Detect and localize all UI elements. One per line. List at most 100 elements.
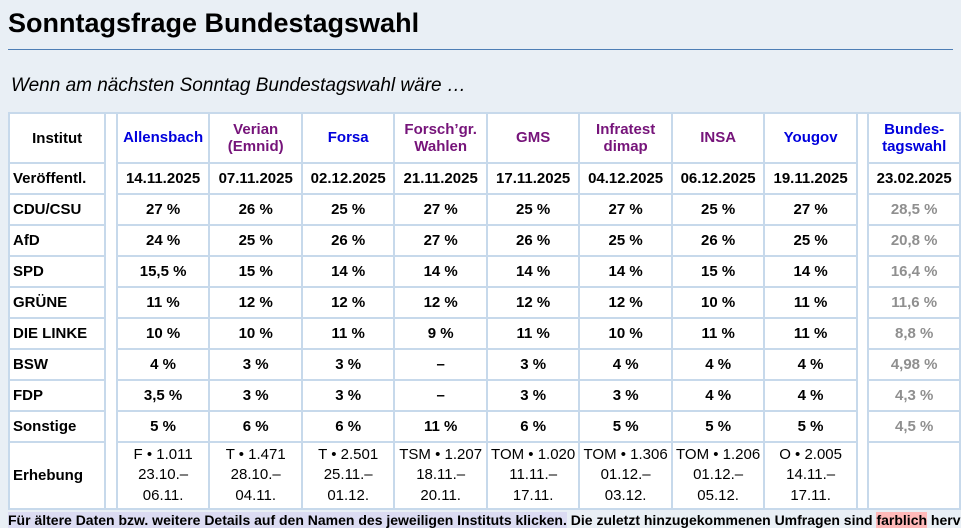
institute-header-gms: GMS — [485, 112, 581, 164]
publication-date: 23.02.2025 — [867, 162, 961, 195]
poll-value: 15,5 % — [115, 255, 211, 288]
poll-value: 15 % — [670, 255, 766, 288]
survey-period: 23.10.–06.11. — [138, 466, 189, 504]
institute-header-fgw: Forsch’gr. Wahlen — [393, 112, 488, 164]
institute-link-gms[interactable]: GMS — [516, 129, 551, 147]
institute-header-allensbach: Allensbach — [115, 112, 211, 164]
poll-value: 11 % — [763, 317, 858, 350]
party-label: GRÜNE — [7, 286, 107, 319]
poll-value: 11 % — [300, 317, 396, 350]
bundestagswahl-link[interactable]: Bundes- tagswahl — [882, 120, 947, 155]
veroeffentl-label: Veröffentl. — [7, 162, 107, 195]
poll-value: 4 % — [763, 348, 858, 381]
poll-value: 25 % — [670, 193, 766, 226]
poll-value: 5 % — [115, 410, 211, 443]
party-label: CDU/CSU — [7, 193, 107, 226]
poll-value: 5 % — [763, 410, 858, 443]
poll-value: 11 % — [485, 317, 581, 350]
poll-value: 3 % — [300, 379, 396, 412]
institut-header: Institut — [7, 112, 107, 164]
poll-table: Institut Allensbach Verian (Emnid) Forsa… — [7, 112, 961, 510]
election-result-value: 4,98 % — [867, 348, 961, 381]
survey-period: 18.11.–20.11. — [416, 466, 466, 504]
poll-value: 27 % — [763, 193, 858, 226]
poll-value: 6 % — [300, 410, 396, 443]
poll-value: 14 % — [393, 255, 488, 288]
election-result-value: 11,6 % — [867, 286, 961, 319]
poll-value: 4 % — [670, 348, 766, 381]
poll-value: 14 % — [300, 255, 396, 288]
poll-value: 3 % — [485, 348, 581, 381]
poll-value: 12 % — [393, 286, 488, 319]
poll-value: 5 % — [578, 410, 673, 443]
column-spacer — [104, 112, 118, 510]
publication-date-highlighted: 06.12.2025 — [670, 162, 766, 195]
party-label: AfD — [7, 224, 107, 257]
poll-value: 9 % — [393, 317, 488, 350]
survey-info-row: Erhebung F • 1.011 23.10.–06.11. T • 1.47… — [7, 441, 961, 510]
party-row-spd: SPD 15,5 % 15 % 14 % 14 % 14 % 14 % 15 %… — [7, 255, 961, 288]
poll-value: 6 % — [485, 410, 581, 443]
institute-link-verian[interactable]: Verian (Emnid) — [227, 120, 284, 155]
publication-date-highlighted: 04.12.2025 — [578, 162, 673, 195]
poll-value: 11 % — [670, 317, 766, 350]
poll-value: 25 % — [485, 193, 581, 226]
footer-instruction: Für ältere Daten bzw. weitere Details au… — [8, 511, 567, 528]
poll-question: Wenn am nächsten Sonntag Bundestagswahl … — [11, 75, 466, 96]
column-spacer — [855, 112, 870, 510]
survey-period: 11.11.–17.11. — [509, 466, 558, 504]
poll-value: 14 % — [763, 255, 858, 288]
poll-value: 25 % — [578, 224, 673, 257]
publication-date: 14.11.2025 — [115, 162, 211, 195]
institute-link-infratest[interactable]: Infratest dimap — [596, 120, 656, 155]
institute-link-forsa[interactable]: Forsa — [327, 129, 369, 147]
poll-value: 12 % — [485, 286, 581, 319]
institute-header-forsa: Forsa — [300, 112, 396, 164]
footer-note: Für ältere Daten bzw. weitere Details au… — [8, 511, 961, 528]
poll-value: 3 % — [485, 379, 581, 412]
poll-value: 4 % — [670, 379, 766, 412]
election-result-value: 4,5 % — [867, 410, 961, 443]
publication-date: 02.12.2025 — [300, 162, 396, 195]
survey-period: 14.11.–17.11. — [786, 466, 836, 504]
poll-value: 11 % — [115, 286, 211, 319]
poll-value: 12 % — [208, 286, 303, 319]
party-label: BSW — [7, 348, 107, 381]
party-label: SPD — [7, 255, 107, 288]
poll-value: 4 % — [763, 379, 858, 412]
poll-value: 4 % — [115, 348, 211, 381]
survey-info-cell: T • 1.471 28.10.–04.11. — [208, 441, 303, 510]
poll-value: – — [393, 348, 488, 381]
party-label: FDP — [7, 379, 107, 412]
survey-info-cell: O • 2.005 14.11.–17.11. — [763, 441, 858, 510]
election-result-value: 20,8 % — [867, 224, 961, 257]
survey-sample: T • 1.471 — [225, 446, 286, 463]
page-title: Sonntagsfrage Bundestagswahl — [8, 8, 953, 50]
institute-link-yougov[interactable]: Yougov — [783, 129, 838, 147]
party-row-linke: DIE LINKE 10 % 10 % 11 % 9 % 11 % 10 % 1… — [7, 317, 961, 350]
footer-text: hervorgehoben. — [930, 511, 961, 528]
poll-value: 26 % — [208, 193, 303, 226]
party-label: Sonstige — [7, 410, 107, 443]
party-row-fdp: FDP 3,5 % 3 % 3 % – 3 % 3 % 4 % 4 % 4,3 … — [7, 379, 961, 412]
poll-value: – — [393, 379, 488, 412]
party-row-cducsu: CDU/CSU 27 % 26 % 25 % 27 % 25 % 27 % 25… — [7, 193, 961, 226]
poll-value: 3 % — [300, 348, 396, 381]
poll-value: 26 % — [485, 224, 581, 257]
election-result-value: 4,3 % — [867, 379, 961, 412]
poll-value: 27 % — [115, 193, 211, 226]
footer-text: Die zuletzt hinzugekommenen Umfragen sin… — [566, 511, 877, 528]
poll-value: 25 % — [300, 193, 396, 226]
institute-header-bundestagswahl: Bundes- tagswahl — [867, 112, 961, 164]
institute-link-allensbach[interactable]: Allensbach — [123, 129, 204, 147]
survey-info-cell: TOM • 1.206 01.12.–05.12. — [670, 441, 766, 510]
institute-link-insa[interactable]: INSA — [700, 129, 737, 147]
institute-header-verian: Verian (Emnid) — [208, 112, 303, 164]
survey-period: 01.12.–03.12. — [600, 466, 651, 504]
institute-link-fgw[interactable]: Forsch’gr. Wahlen — [404, 120, 477, 155]
survey-info-cell: TSM • 1.207 18.11.–20.11. — [393, 441, 488, 510]
election-result-value: 16,4 % — [867, 255, 961, 288]
survey-period: 25.11.–01.12. — [323, 466, 373, 504]
poll-value: 14 % — [578, 255, 673, 288]
party-label: DIE LINKE — [7, 317, 107, 350]
